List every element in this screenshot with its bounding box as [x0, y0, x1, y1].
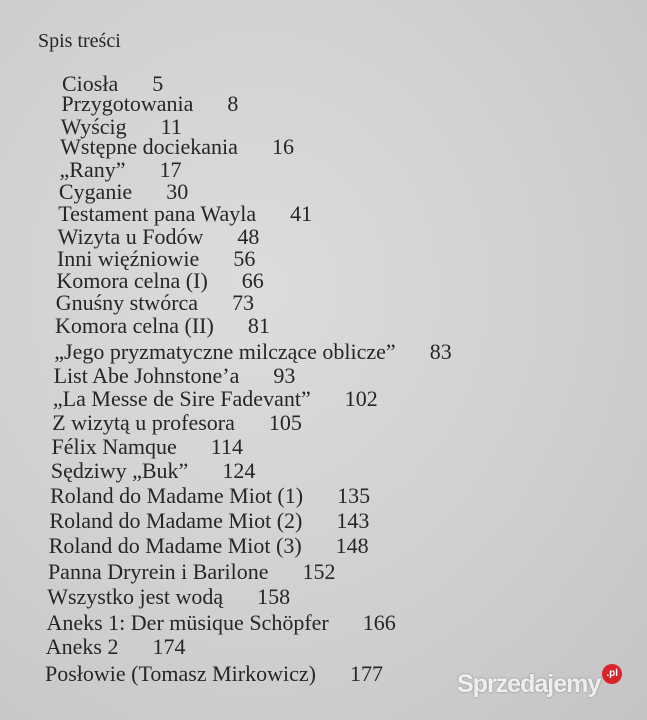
entry-page-number: 166 — [362, 610, 396, 635]
toc-entry: Roland do Madame Miot (1) 135 — [50, 484, 370, 508]
entry-title: Ciosła — [62, 71, 119, 96]
toc-entry: Panna Dryrein i Barilone 152 — [48, 560, 336, 584]
entry-page-number: 177 — [349, 661, 383, 686]
entry-page-number: 158 — [257, 584, 291, 609]
toc-entry: Aneks 2 174 — [46, 635, 186, 659]
entry-page-number: 135 — [337, 483, 371, 508]
entry-title: „La Messe de Sire Fadevant” — [52, 386, 311, 411]
entry-title: Wizyta u Fodów — [57, 224, 204, 249]
entry-page-number: 73 — [232, 290, 255, 315]
toc-entry: List Abe Johnstone’a 93 — [54, 364, 296, 388]
entry-title: Roland do Madame Miot (3) — [48, 533, 302, 558]
entry-page-number: 41 — [290, 201, 313, 226]
entry-page-number: 83 — [429, 339, 452, 364]
toc-entry: Roland do Madame Miot (3) 148 — [49, 534, 369, 558]
entry-page-number: 148 — [335, 533, 369, 558]
entry-page-number: 174 — [152, 634, 186, 659]
toc-entry: Gnuśny stwórca 73 — [56, 291, 254, 315]
entry-title: „Rany” — [59, 157, 126, 182]
toc-entry: Przygotowania 8 — [61, 92, 238, 116]
entry-page-number: 124 — [222, 458, 256, 483]
entry-title: Wszystko jest wodą — [47, 584, 224, 609]
toc-entry: Testament pana Wayla 41 — [58, 202, 312, 226]
watermark-text: Sprzedajemy — [457, 670, 601, 698]
toc-entry: Cyganie 30 — [59, 180, 188, 204]
entry-title: „Jego pryzmatyczne milczące oblicze” — [54, 339, 396, 364]
entry-title: Panna Dryrein i Barilone — [47, 559, 269, 584]
entry-title: Wyścig — [60, 114, 127, 139]
entry-title: Wstępne dociekania — [60, 134, 238, 159]
entry-title: Z wizytą u profesora — [52, 410, 235, 435]
entry-page-number: 102 — [344, 386, 378, 411]
toc-entry: Aneks 1: Der müsique Schöpfer 166 — [46, 611, 395, 635]
watermark-logo: Sprzedajemy .pl — [457, 664, 623, 699]
entry-title: Testament pana Wayla — [58, 201, 257, 226]
entry-page-number: 114 — [210, 434, 243, 459]
entry-title: Sędziwy „Buk” — [50, 458, 189, 483]
entry-page-number: 56 — [233, 246, 256, 271]
toc-entry: „La Messe de Sire Fadevant” 102 — [53, 387, 378, 411]
entry-page-number: 66 — [241, 268, 264, 293]
entry-page-number: 105 — [268, 410, 302, 435]
page-title: Spis treści — [38, 30, 121, 52]
toc-entry: Sędziwy „Buk” 124 — [51, 459, 255, 483]
entry-title: Cyganie — [58, 179, 133, 204]
toc-entry: Posłowie (Tomasz Mirkowicz) 177 — [45, 662, 383, 686]
entry-title: Félix Namque — [51, 434, 177, 459]
entry-title: Komora celna (II) — [55, 313, 214, 338]
entry-title: List Abe Johnstone’a — [53, 363, 240, 388]
entry-page-number: 5 — [152, 71, 164, 96]
toc-entry: Wszystko jest wodą 158 — [47, 585, 290, 609]
watermark-badge: .pl — [602, 664, 623, 684]
toc-entry: Inni więźniowie 56 — [57, 247, 255, 271]
entry-page-number: 30 — [166, 179, 189, 204]
toc-entry: Z wizytą u profesora 105 — [52, 411, 302, 435]
toc-entry: Wizyta u Fodów 48 — [58, 225, 260, 249]
toc-entry: „Jego pryzmatyczne milczące oblicze” 83 — [54, 340, 451, 364]
toc-entry: „Rany” 17 — [60, 158, 182, 182]
entry-title: Gnuśny stwórca — [55, 290, 199, 315]
entry-page-number: 8 — [227, 91, 239, 116]
entry-page-number: 16 — [271, 134, 294, 159]
entry-title: Komora celna (I) — [56, 268, 208, 293]
toc-entry: Wstępne dociekania 16 — [60, 135, 294, 159]
toc-entry: Roland do Madame Miot (2) 143 — [49, 509, 369, 533]
entry-title: Roland do Madame Miot (2) — [49, 508, 303, 533]
entry-page-number: 81 — [247, 313, 270, 338]
entry-title: Przygotowania — [61, 91, 194, 116]
entry-page-number: 11 — [160, 114, 182, 139]
entry-title: Posłowie (Tomasz Mirkowicz) — [45, 661, 316, 686]
toc-entry: Félix Namque 114 — [52, 435, 243, 459]
toc-entry: Ciosła 5 — [62, 72, 163, 96]
toc-entry: Wyścig 11 — [61, 115, 182, 139]
entry-page-number: 152 — [302, 559, 336, 584]
toc-entry: Komora celna (II) 81 — [55, 314, 270, 338]
entry-page-number: 48 — [237, 224, 260, 249]
entry-page-number: 143 — [336, 508, 370, 533]
entry-title: Aneks 1: Der müsique Schöpfer — [46, 610, 329, 635]
entry-title: Roland do Madame Miot (1) — [50, 483, 304, 508]
entry-page-number: 17 — [159, 157, 182, 182]
entry-title: Aneks 2 — [45, 634, 119, 659]
entry-page-number: 93 — [273, 363, 296, 388]
entry-title: Inni więźniowie — [56, 246, 200, 271]
toc-entry: Komora celna (I) 66 — [56, 269, 263, 293]
